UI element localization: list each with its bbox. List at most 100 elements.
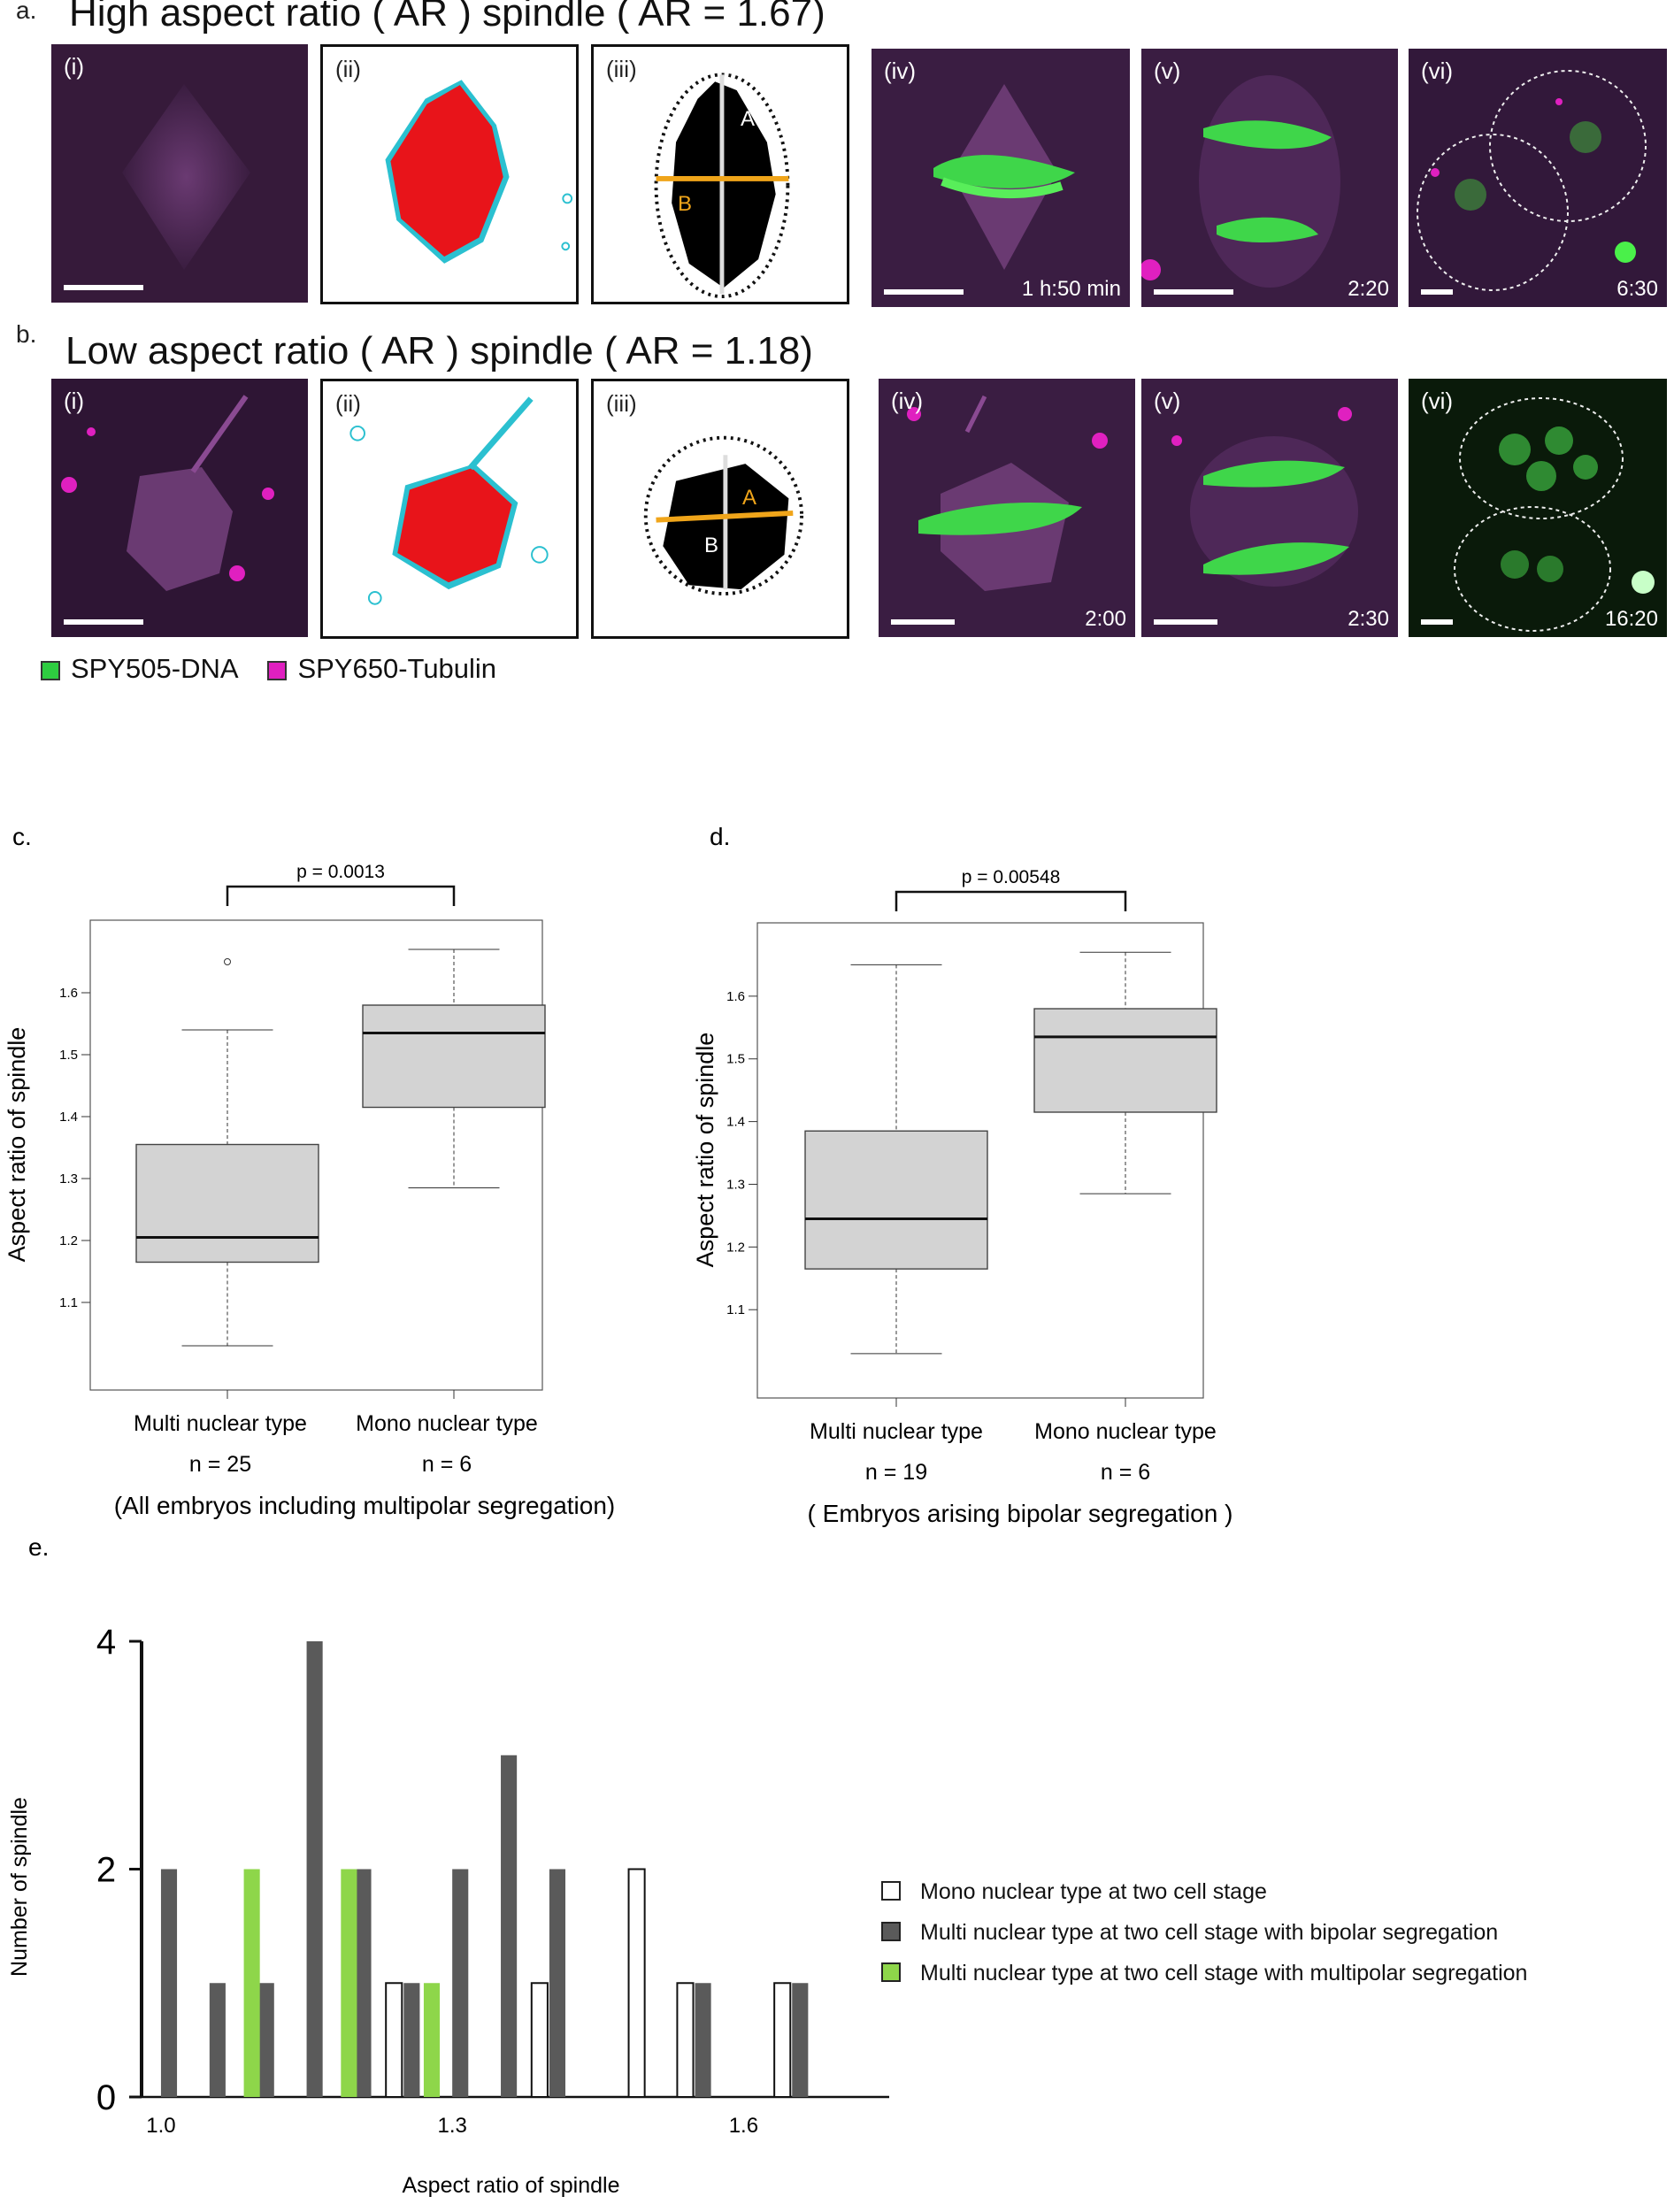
y-tick-label: 1.2 [59,1233,78,1248]
scale-bar [64,619,143,625]
group-n: n = 6 [1101,1460,1150,1485]
axis-label-a: A [742,486,757,510]
y-tick-label: 1.5 [59,1048,78,1063]
y-tick-label: 1.6 [59,986,78,1001]
histogram-bar [160,1869,178,2097]
scale-bar [891,619,955,625]
tubulin-swatch [267,660,288,680]
group-n: n = 19 [865,1460,927,1485]
panel-a-letter: a. [16,0,37,24]
timestamp: 2:00 [1085,607,1126,631]
scale-bar [1421,619,1453,625]
histogram-bar [792,1983,809,2097]
histogram-bar [257,1983,274,2097]
panel-b-image-i: (i) [51,379,308,637]
histogram-bar [243,1869,260,2097]
panel-a-image-ii: (ii) [320,44,579,304]
box-iqr [1033,1008,1217,1113]
panel-a-title: High aspect ratio ( AR ) spindle ( AR = … [69,0,825,35]
box-iqr [804,1130,988,1270]
histogram-bar [423,1983,441,2097]
histogram-bar [209,1983,226,2097]
y-tick-label: 1.3 [726,1177,745,1192]
panel-b-image-v: (v) 2:30 [1141,379,1398,637]
histogram-bar [530,1982,549,2098]
y-axis-label: Aspect ratio of spindle [692,1033,718,1268]
dna-swatch [41,660,60,680]
panel-a-image-iv: (iv) 1 h:50 min [872,49,1130,307]
scale-bar [1154,619,1217,625]
y-tick-label: 1.5 [726,1052,745,1067]
histogram-chart-e: e. 0 2 4 1.0 1.3 1.6 Aspect ratio of spindle Num… [7,1533,889,2198]
panel-b-image-iii: (iii) A B [591,379,849,639]
timestamp: 2:30 [1348,607,1389,631]
panel-b-label-i: (i) [64,388,85,414]
legend-swatch-bipolar [881,1922,901,1941]
panel-b-letter: b. [16,320,37,348]
y-tick-label: 1.2 [726,1240,745,1255]
chart-caption: (All embryos including multipolar segreg… [114,1492,615,1519]
stain-legend: SPY505-DNA SPY650-Tubulin [41,653,496,685]
histogram-bar [501,1755,518,2097]
panel-b-label-ii: (ii) [335,390,361,417]
boxplot-chart-d: d. 1.1 1.2 1.3 1.4 1.5 1.6 Aspect ratio of spin… [692,823,1232,1527]
significance-bracket [226,885,456,906]
group-n: n = 6 [422,1452,472,1477]
group-name: Mono nuclear type [1034,1419,1217,1444]
y-tick-label: 1.1 [59,1295,78,1310]
y-tick-label: 1.3 [59,1171,78,1187]
y-tick-label: 2 [96,1851,116,1890]
x-tick-label: 1.3 [437,2114,466,2138]
panel-a-label-ii: (ii) [335,56,361,82]
panel-a-image-iii: (iii) A B [591,44,849,304]
tubulin-legend-label: SPY650-Tubulin [297,653,497,684]
panel-a-label-iii: (iii) [606,56,637,82]
legend-label-multipolar: Multi nuclear type at two cell stage wit… [920,1961,1528,1985]
y-axis-label: Number of spindle [7,1797,32,1977]
histogram-bar [341,1869,357,2097]
x-tick-label: 1.0 [146,2114,175,2138]
panel-a-image-v: (v) 2:20 [1141,49,1398,307]
y-tick-label: 1.4 [59,1110,78,1125]
y-tick-label: 0 [96,2078,116,2117]
histogram-bar [676,1982,695,2098]
legend-swatch-multipolar [881,1962,901,1982]
box-iqr [362,1004,546,1109]
axis-label-b: B [678,192,693,216]
group-name: Multi nuclear type [810,1419,983,1444]
y-axis-label: Aspect ratio of spindle [4,1027,30,1263]
panel-b-image-iv: (iv) 2:00 [879,379,1135,637]
histogram-bar [306,1641,323,2097]
timestamp: 1 h:50 min [1021,277,1121,301]
histogram-bar [452,1869,469,2097]
dna-legend-label: SPY505-DNA [71,653,237,684]
histogram-bar [627,1868,646,2098]
legend-label-bipolar: Multi nuclear type at two cell stage wit… [920,1920,1499,1945]
panel-a-image-i: (i) [51,44,308,303]
timestamp: 2:20 [1348,277,1389,301]
hist-legend-mono: Mono nuclear type at two cell stage [881,1879,1267,1905]
panel-b-title: Low aspect ratio ( AR ) spindle ( AR = 1… [65,329,813,373]
plot-frame [756,922,1204,1399]
hist-legend-multipolar: Multi nuclear type at two cell stage wit… [881,1961,1527,1986]
panel-letter: e. [28,1533,49,1561]
histogram-bar [773,1982,792,2098]
y-tick-label: 1.4 [726,1115,745,1130]
panel-letter: d. [710,823,730,850]
group-name: Mono nuclear type [356,1411,538,1436]
panel-b-label-v: (v) [1154,388,1181,414]
plot-frame [89,919,543,1391]
scale-bar [1154,289,1233,295]
timestamp: 16:20 [1604,607,1658,631]
panel-b-label-vi: (vi) [1421,388,1454,414]
histogram-bar [403,1983,420,2097]
y-tick-label: 4 [96,1623,116,1662]
panel-letter: c. [12,823,32,850]
group-n: n = 25 [189,1452,251,1477]
panel-b-label-iv: (iv) [891,388,924,414]
group-name: Multi nuclear type [134,1411,307,1436]
y-tick-label: 1.6 [726,989,745,1004]
scale-bar [1421,289,1453,295]
panel-a-label-v: (v) [1154,58,1181,84]
histogram-bar [355,1869,372,2097]
